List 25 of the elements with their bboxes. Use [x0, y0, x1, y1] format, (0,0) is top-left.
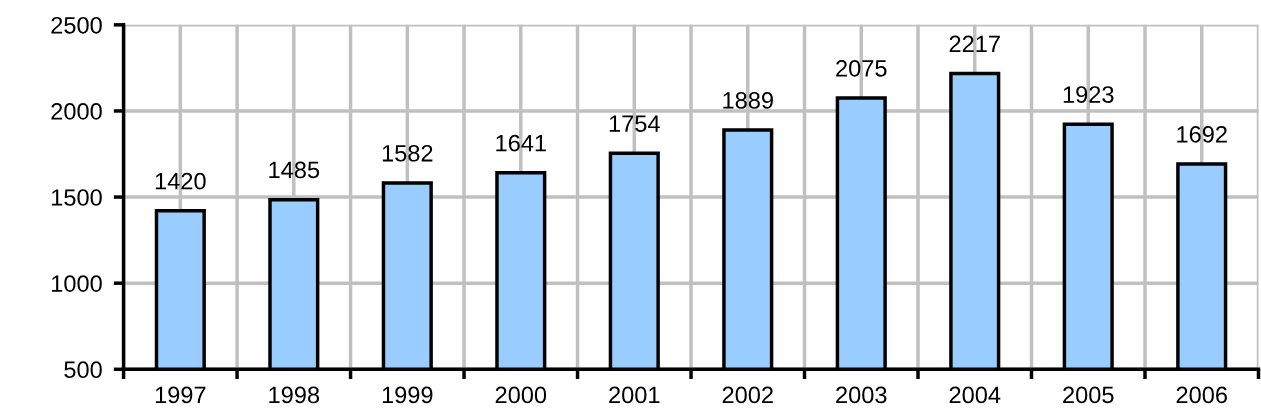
data-label: 1641: [496, 134, 546, 152]
data-label: 1485: [269, 161, 320, 179]
x-tick-label: 1999: [382, 386, 433, 404]
data-label: 1582: [382, 144, 433, 162]
y-tick-label: 1500: [52, 189, 102, 206]
x-tick-label: 1997: [155, 386, 206, 404]
y-tick-label: 2500: [51, 16, 102, 34]
x-tick-label: 2002: [722, 386, 773, 404]
y-tick-label: 2000: [51, 103, 102, 120]
data-label: 1692: [1177, 125, 1227, 143]
y-tick-label: 1000: [52, 275, 102, 292]
data-label: 2217: [949, 35, 1000, 53]
data-label: 1923: [1063, 86, 1114, 103]
x-tick-label: 2000: [495, 386, 547, 404]
x-tick-label: 2004: [949, 386, 1001, 404]
x-tick-label: 2006: [1176, 386, 1227, 404]
x-tick-label: 1998: [269, 386, 320, 404]
y-tick-label: 500: [64, 361, 102, 379]
data-label: 1420: [155, 172, 206, 190]
data-label: 1889: [723, 92, 773, 109]
x-tick-label: 2005: [1063, 386, 1114, 404]
x-tick-label: 2001: [609, 386, 660, 404]
data-label: 2075: [836, 59, 887, 77]
data-label: 1754: [609, 115, 660, 132]
x-tick-label: 2003: [836, 386, 887, 404]
